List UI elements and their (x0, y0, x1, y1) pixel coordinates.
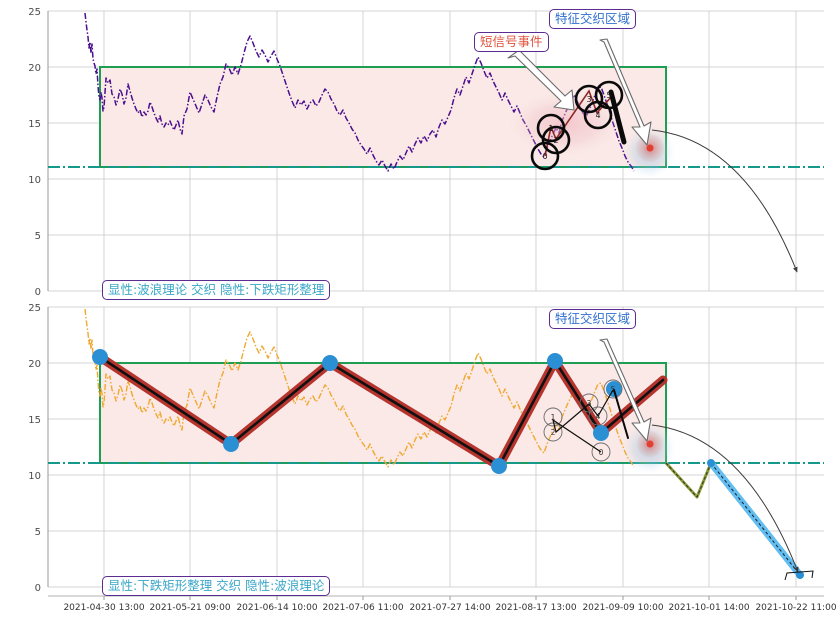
svg-text:0: 0 (599, 448, 604, 457)
x-tick-label: 2021-05-21 09:00 (149, 603, 231, 613)
svg-text:1: 1 (548, 124, 553, 133)
svg-text:2: 2 (551, 428, 556, 437)
bottom-pivot-marker (593, 425, 609, 441)
top-arrow-feature-zone (599, 38, 652, 146)
svg-text:0: 0 (542, 152, 547, 161)
svg-text:1: 1 (551, 413, 556, 422)
top-panel: 25 20 15 10 5 0 (28, 7, 824, 298)
svg-text:20: 20 (28, 359, 41, 370)
annotation-short-signal-event[interactable]: 短信号事件 (474, 32, 549, 52)
top-wave-markers (530, 80, 624, 171)
bottom-forecast-end-bracket (784, 570, 814, 581)
bottom-target-center-dot (646, 440, 654, 448)
svg-text:10: 10 (28, 471, 41, 482)
top-wave-marker-2 (541, 125, 571, 155)
svg-text:20: 20 (28, 63, 41, 74)
svg-text:4: 4 (595, 111, 600, 120)
top-wave-marker-labels: 0 1 2 3 4 5 (542, 91, 611, 161)
x-tick-label: 2021-04-30 13:00 (63, 603, 145, 613)
svg-text:5: 5 (611, 385, 616, 394)
bottom-forecast-end-dot (796, 571, 804, 579)
bottom-wave-inner-path (552, 389, 614, 453)
top-arrow-short-signal (507, 49, 575, 111)
bottom-y-ticks: 25 20 15 10 5 0 (28, 303, 41, 594)
bottom-wave-5-stroke (613, 389, 629, 439)
svg-text:0: 0 (35, 583, 41, 594)
bottom-wave-marker-0 (591, 442, 611, 462)
caption-bottom-panel[interactable]: 显性:下跌矩形整理 交织 隐性:波浪理论 (102, 576, 331, 596)
x-axis (48, 595, 824, 600)
top-target-center-dot (646, 144, 654, 152)
x-tick-label: 2021-10-01 14:00 (668, 603, 750, 613)
svg-text:5: 5 (35, 231, 41, 242)
bottom-projection-arrow (651, 424, 799, 573)
bottom-wave-marker-5 (603, 379, 623, 399)
svg-text:25: 25 (28, 7, 41, 18)
bottom-panel: 25 20 15 10 5 0 (28, 303, 824, 594)
x-tick-label: 2021-07-06 11:00 (322, 603, 404, 613)
x-tick-label: 2021-09-09 10:00 (582, 603, 664, 613)
svg-text:0: 0 (35, 287, 41, 298)
svg-text:2: 2 (553, 136, 558, 145)
bottom-wave-marker-1 (543, 407, 563, 427)
top-y-ticks: 25 20 15 10 5 0 (28, 7, 41, 298)
bottom-wave-marker-3 (579, 393, 599, 413)
annotation-feature-zone-bottom[interactable]: 特征交织区域 (549, 309, 637, 329)
bottom-forecast-olive (664, 461, 713, 499)
bottom-pivot-marker (92, 349, 108, 365)
svg-text:10: 10 (28, 175, 41, 186)
bottom-wave-marker-2 (543, 422, 563, 442)
bottom-pivot-markers (92, 349, 622, 474)
top-wave-marker-5 (594, 80, 624, 110)
top-wave-marker-0 (530, 141, 560, 171)
x-tick-label: 2021-06-14 10:00 (236, 603, 318, 613)
svg-text:5: 5 (606, 91, 611, 100)
x-tick-label: 2021-07-27 14:00 (409, 603, 491, 613)
top-wave-5-stroke (608, 89, 627, 145)
bottom-arrow-feature-zone (599, 338, 652, 442)
bottom-pivot-marker (223, 436, 239, 452)
top-projection-arrow (651, 129, 798, 273)
bottom-wave-markers (543, 379, 623, 462)
top-feature-halo-pink (509, 92, 621, 156)
bottom-forecast-start-dot (707, 459, 715, 467)
top-wave-marker-3 (574, 84, 604, 114)
svg-text:15: 15 (28, 415, 41, 426)
bottom-forecast-blue-core (710, 462, 801, 576)
svg-text:15: 15 (28, 119, 41, 130)
x-tick-label: 2021-08-17 13:00 (495, 603, 577, 613)
top-wave-path (544, 89, 613, 157)
svg-text:25: 25 (28, 303, 41, 314)
bottom-pivot-marker (322, 355, 338, 371)
annotation-feature-zone-top[interactable]: 特征交织区域 (549, 9, 637, 29)
x-tick-label: 2021-10-22 11:00 (755, 603, 837, 613)
x-tick-labels: 2021-04-30 13:00 2021-05-21 09:00 2021-0… (0, 603, 839, 617)
bottom-forecast-olive-core (665, 462, 712, 498)
bottom-pivot-marker (491, 458, 507, 474)
bottom-price-line (84, 308, 635, 468)
top-wave-marker-1 (536, 113, 566, 143)
caption-top-panel[interactable]: 显性:波浪理论 交织 隐性:下跌矩形整理 (102, 280, 331, 300)
bottom-pivot-marker (547, 353, 563, 369)
bottom-wave-marker-4 (588, 406, 608, 426)
svg-text:3: 3 (586, 95, 591, 104)
svg-text:5: 5 (35, 527, 41, 538)
